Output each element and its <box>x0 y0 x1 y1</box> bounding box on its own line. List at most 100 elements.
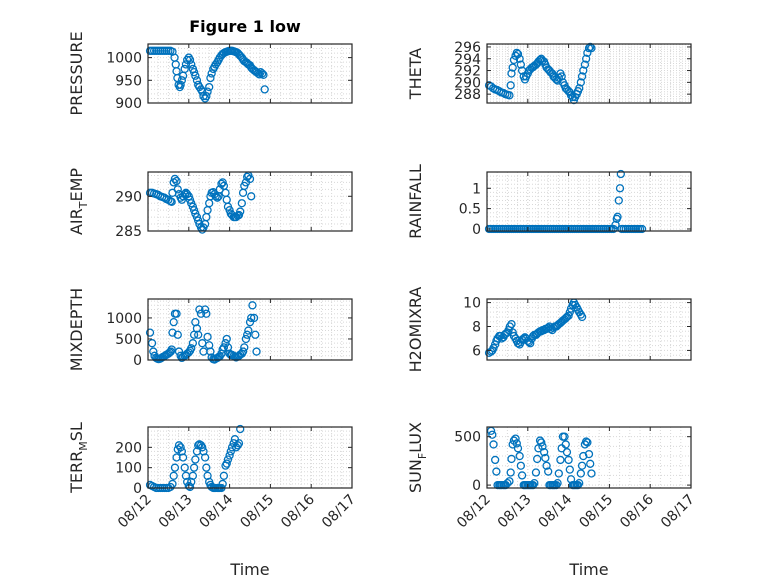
data-point <box>508 63 517 72</box>
data-point <box>145 328 155 337</box>
data-point <box>515 54 524 63</box>
data-point <box>198 443 207 452</box>
data-point <box>577 312 587 322</box>
data-point <box>506 81 515 90</box>
data-point <box>195 305 204 314</box>
data-point <box>609 224 618 234</box>
data-point <box>505 477 514 486</box>
data-point <box>244 326 253 335</box>
data-point <box>170 463 180 472</box>
data-point <box>575 479 584 488</box>
data-point <box>506 468 515 477</box>
data-point <box>236 207 245 216</box>
y-tick-label: 296 <box>454 40 481 56</box>
y-tick-label: 10 <box>463 296 481 312</box>
data-point <box>560 432 569 441</box>
y-tick-label: 1000 <box>106 51 142 67</box>
data-point <box>200 453 210 462</box>
x-tick-label: 08/16 <box>278 491 318 531</box>
data-point <box>553 479 562 488</box>
data-point <box>238 347 248 356</box>
data-point <box>183 55 192 65</box>
data-point <box>169 317 178 327</box>
axes-box <box>486 298 692 361</box>
data-point <box>225 451 234 460</box>
data-point <box>575 84 584 93</box>
data-point <box>505 91 514 100</box>
data-point <box>259 70 268 80</box>
subplot-sun-flux: 0 500 08/12 08/13 08/14 08/15 08/16 08/17 SUNFLU… <box>406 422 698 579</box>
data-point <box>172 309 181 318</box>
data-point <box>222 334 231 344</box>
data-point <box>516 60 526 69</box>
data-point <box>579 451 588 461</box>
data-point <box>188 202 198 211</box>
data-point <box>205 82 214 92</box>
data-point <box>503 479 512 488</box>
data-point <box>248 301 257 310</box>
data-point <box>492 467 501 476</box>
y-tick-label: 294 <box>454 52 481 68</box>
data-point <box>180 64 189 74</box>
data-point <box>526 339 535 348</box>
data-point <box>189 463 199 472</box>
y-tick-label: 500 <box>115 332 142 348</box>
data-point <box>188 471 198 480</box>
data-point <box>184 481 193 491</box>
y-tick-label: 900 <box>115 96 142 112</box>
data-point <box>173 185 182 194</box>
data-point <box>537 438 546 447</box>
y-axis-label: MIXDEPTH <box>67 288 86 371</box>
x-tick-label: 08/12 <box>454 492 494 532</box>
x-tick-label: 08/14 <box>197 491 237 531</box>
data-point <box>542 461 551 470</box>
data-point <box>191 71 200 80</box>
y-axis-label: TERRMSL <box>67 422 90 494</box>
y-tick-label: 290 <box>454 75 481 91</box>
subplot-mixdepth: 0 500 1000 MIXDEPTH <box>67 288 353 371</box>
data-point <box>586 459 595 468</box>
data-point <box>169 471 178 480</box>
data-point <box>541 453 550 463</box>
data-point <box>587 469 596 478</box>
data-point <box>583 438 592 447</box>
data-point <box>491 455 500 465</box>
subplot-terr-msl: 0 100 200 08/12 08/13 08/14 08/15 08/16 08/17 TER… <box>67 422 359 579</box>
data-point <box>194 441 203 450</box>
data-point <box>184 192 193 201</box>
data-point <box>192 212 202 222</box>
data-point <box>187 344 196 353</box>
data-point <box>565 308 574 317</box>
data-point <box>219 343 229 352</box>
x-tick-label: 08/12 <box>115 492 155 532</box>
y-tick-label: 285 <box>115 224 142 240</box>
y-axis-label: RAINFALL <box>406 164 425 239</box>
data-point <box>217 179 226 188</box>
y-tick-label: 100 <box>115 461 142 477</box>
data-point <box>584 43 594 53</box>
data-point <box>173 330 182 339</box>
data-point <box>189 206 199 215</box>
data-point <box>227 443 237 452</box>
data-point <box>249 313 259 323</box>
axes-box <box>147 426 353 489</box>
data-point <box>219 471 229 480</box>
data-point <box>203 332 212 342</box>
data-point <box>531 468 541 477</box>
data-point <box>167 345 176 354</box>
data-point <box>637 224 647 234</box>
data-point <box>561 440 570 449</box>
data-point <box>207 69 216 78</box>
data-point <box>554 469 563 478</box>
data-point <box>226 447 235 456</box>
data-point <box>539 448 549 457</box>
y-tick-label: 0 <box>472 222 481 238</box>
data-point <box>180 463 189 472</box>
data-point <box>613 212 622 221</box>
data-point <box>234 439 244 448</box>
y-tick-label: 0.5 <box>459 202 481 218</box>
x-tick-label: 08/13 <box>495 492 535 532</box>
data-point <box>167 197 176 206</box>
